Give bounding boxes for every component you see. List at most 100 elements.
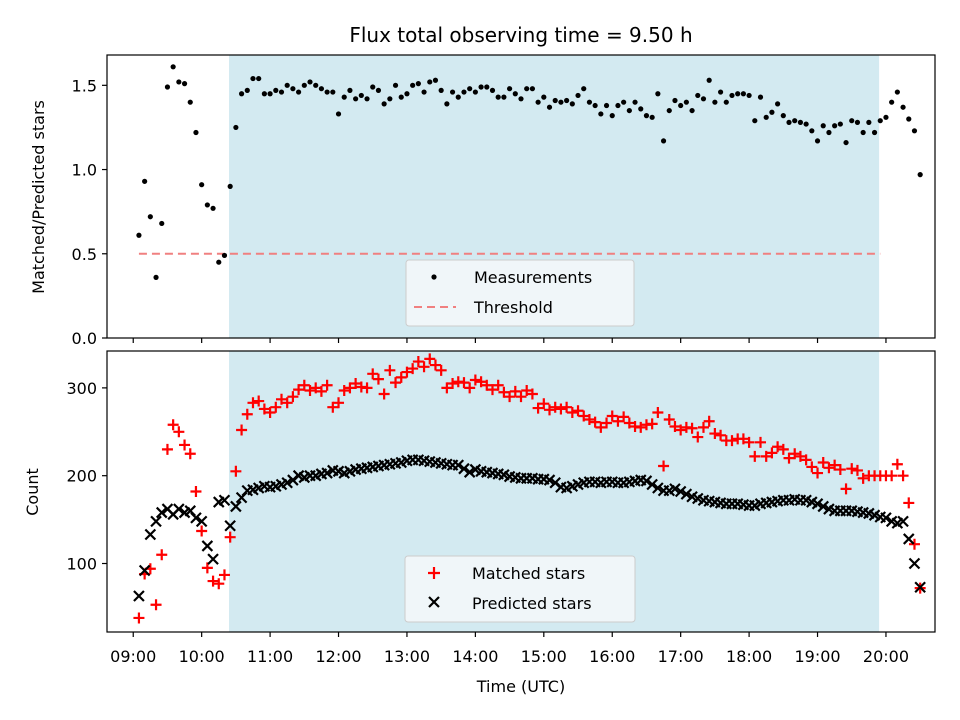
measurements-point [472, 89, 478, 95]
matched-stars-point [606, 410, 618, 422]
matched-stars-point [207, 575, 219, 587]
measurements-point [603, 102, 610, 109]
x-tick-label: 11:00 [247, 647, 293, 666]
ratio-plot-frame [106, 54, 936, 339]
predicted-stars-point [817, 500, 830, 513]
measurements-point [546, 104, 553, 110]
measurements-point [318, 86, 325, 92]
matched-stars-point [378, 388, 390, 400]
measurements-point [564, 97, 570, 104]
matched-stars-point [709, 428, 721, 440]
matched-stars-point [321, 379, 333, 391]
measurements-point [792, 118, 798, 124]
measurements-point [689, 107, 695, 114]
measurements-point [866, 119, 872, 125]
measurements-point [438, 87, 444, 93]
measurements-point [199, 182, 205, 188]
measurements-point [296, 89, 302, 95]
matched-stars-point [275, 393, 287, 405]
matched-stars-point [806, 461, 818, 473]
measurements-point [837, 121, 843, 127]
matched-stars-point [840, 483, 852, 495]
x-tick-label: 17:00 [658, 647, 704, 666]
measurements-point [278, 89, 285, 95]
matched-stars-point [475, 376, 487, 388]
matched-stars-point [167, 419, 179, 431]
measurements-point [877, 118, 883, 124]
ratio-x-ticks [132, 338, 887, 343]
measurements-point [906, 116, 912, 122]
matched-stars-point [526, 388, 538, 400]
measurements-point [552, 97, 558, 104]
count-panel: 09:00 10:00 11:00 12:00 13:00 14:00 15:00 16:00… [23, 350, 936, 696]
measurements-point [256, 75, 262, 82]
matched-stars-point [635, 421, 647, 433]
measurements-point [170, 64, 176, 70]
matched-stars-point [509, 385, 521, 397]
matched-stars-point [897, 470, 909, 482]
predicted-stars-point [914, 581, 926, 593]
matched-stars-point [230, 465, 242, 477]
matched-stars-point [846, 463, 858, 475]
matched-stars-point [783, 452, 795, 464]
matched-stars-point [789, 448, 801, 460]
matched-stars-point [601, 417, 613, 429]
measurements-point [364, 96, 370, 102]
measurements-point [387, 96, 393, 102]
matched-stars-point [173, 426, 185, 438]
measurements-point [535, 99, 541, 105]
matched-stars-point [304, 385, 316, 397]
measurements-point [900, 104, 906, 110]
measurements-point [238, 91, 245, 97]
matched-stars-point [817, 457, 829, 469]
matched-stars-point [361, 382, 373, 394]
predicted-stars-point [218, 494, 231, 507]
count-legend-box [404, 555, 636, 623]
y-tick-label: 200 [66, 467, 97, 486]
matched-stars-point [241, 408, 253, 420]
measurements-point [467, 86, 473, 92]
measurements-point [216, 259, 222, 265]
legend-threshold-label: Threshold [473, 298, 553, 317]
predicted-stars-point [452, 459, 465, 471]
measurements-point [609, 113, 615, 119]
measurements-point [729, 92, 735, 99]
measurements-point [455, 94, 461, 100]
measurements-point [814, 138, 821, 144]
measurements-point [643, 113, 650, 119]
matched-stars-point [595, 421, 607, 433]
matched-stars-point [236, 424, 248, 436]
matched-stars-point [469, 374, 481, 386]
matched-stars-point [264, 406, 276, 418]
x-tick-label: 18:00 [726, 647, 772, 666]
x-tick-label: 12:00 [315, 647, 361, 666]
measurements-point [273, 87, 279, 93]
matched-stars-point [184, 448, 196, 460]
measurements-point [780, 113, 786, 119]
matched-stars-point [333, 397, 345, 409]
matched-stars-point [327, 401, 339, 413]
matched-stars-point [293, 384, 305, 396]
measurements-point [717, 89, 724, 95]
x-tick-label: 09:00 [110, 647, 156, 666]
predicted-stars-point [680, 488, 693, 500]
matched-stars-point [737, 433, 749, 445]
measurements-point [506, 86, 513, 92]
measurements-point [358, 92, 364, 99]
matched-stars-point [697, 421, 709, 433]
measurements-point [917, 172, 923, 178]
measurements-point [615, 102, 621, 109]
measurements-point [176, 79, 182, 85]
matched-stars-point [578, 410, 590, 422]
matched-stars-point [253, 395, 265, 407]
matched-stars-point [156, 549, 168, 561]
measurements-point [695, 92, 701, 99]
measurements-point [803, 121, 809, 127]
matched-stars-point [686, 422, 698, 434]
measurements-point [854, 119, 861, 125]
matched-stars-point [703, 415, 715, 427]
count-marks [133, 353, 926, 624]
measurements-point [307, 79, 313, 85]
x-tick-label: 20:00 [863, 647, 909, 666]
matched-stars-point [903, 497, 915, 509]
